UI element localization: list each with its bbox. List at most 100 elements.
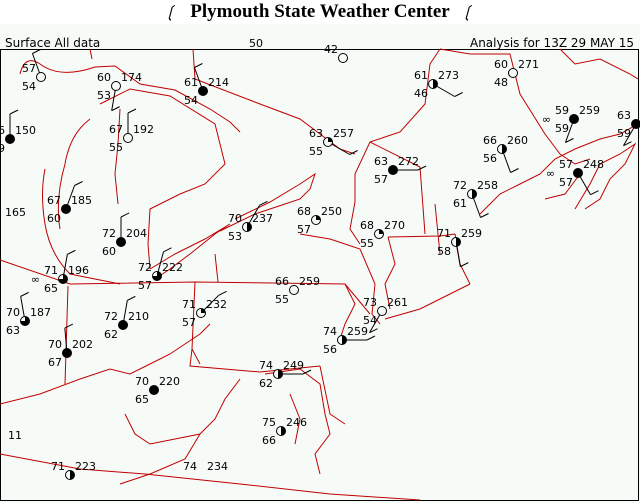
station-plot: 70 63 187 (6, 291, 51, 337)
dewpoint: 54 (184, 94, 198, 107)
temperature: 57 (22, 62, 36, 75)
chesapeake-shore (264, 368, 331, 475)
temperature: 66 (483, 134, 497, 147)
wind-barb-flag (366, 335, 376, 341)
pressure: 174 (121, 71, 142, 84)
dewpoint: 59 (555, 122, 569, 135)
dewpoint: 63 (6, 324, 20, 337)
sky-cover-fill (379, 229, 384, 234)
sky-cover-icon (289, 285, 299, 295)
station-plot: 68 55 270 (360, 219, 405, 250)
dewpoint: 55 (275, 293, 289, 306)
pressure: 260 (507, 134, 528, 147)
station-plot: 165 (5, 206, 26, 219)
wind-barb-flag (74, 181, 83, 186)
wind-barb-flag (20, 291, 29, 297)
wind-barb-flag (120, 212, 130, 218)
pressure: 271 (518, 58, 539, 71)
station-plot: 11 (8, 429, 22, 442)
dewpoint: 48 (494, 76, 508, 89)
station-plot: 70 65 220 (135, 375, 180, 406)
temperature: 74 (323, 325, 337, 338)
temperature: 74 (183, 460, 197, 473)
sky-cover-fill (316, 215, 321, 220)
sky-cover-fill (278, 369, 283, 379)
temperature: 71 (44, 264, 58, 277)
temperature: 71 (51, 460, 65, 473)
dewpoint: 57 (559, 176, 573, 189)
temperature: 67 (47, 194, 61, 207)
dewpoint: 57 (297, 223, 311, 236)
lake-erie-shore (149, 223, 231, 280)
wind-barb-flag (302, 369, 312, 375)
wind-barb-flag (565, 138, 574, 143)
temperature: 66 (275, 275, 289, 288)
temperature: 42 (324, 43, 338, 56)
temperature: 59 (555, 104, 569, 117)
station-plot: 72 61 258 (453, 179, 498, 218)
wind-barb-flag (623, 141, 632, 147)
dewpoint: 57 (374, 173, 388, 186)
pressure: 259 (579, 104, 600, 117)
dewpoint: 61 (453, 197, 467, 210)
pressure: 204 (126, 227, 147, 240)
new-england-borders (384, 166, 471, 320)
dewpoint: 65 (44, 282, 58, 295)
station-plot: 63 57 272 (374, 155, 427, 186)
station-plot: 67 60 185 (47, 181, 92, 225)
dewpoint: 57 (182, 316, 196, 329)
sky-cover-fill (70, 470, 75, 480)
station-plot: 60 48 271 (494, 58, 539, 89)
pressure: 223 (75, 460, 96, 473)
pressure: 165 (5, 206, 26, 219)
lake-ontario-shore (219, 172, 316, 232)
temperature: 57 (559, 158, 573, 171)
pressure: 248 (583, 158, 604, 171)
dewpoint: 66 (262, 434, 276, 447)
station-plot: 61 46 273 (414, 69, 463, 100)
sky-cover-icon (338, 53, 348, 63)
station-plot: 74 62 249 (259, 359, 312, 390)
temperature: 70 (48, 338, 62, 351)
station-plot: 71 58 259 (437, 227, 482, 268)
sky-cover-icon (508, 68, 518, 78)
dewpoint: 54 (22, 80, 36, 93)
pressure: 259 (299, 275, 320, 288)
station-plot: 66 55 259 (275, 275, 320, 306)
station-plot: 67 55 192 (109, 108, 154, 154)
wind-barb-flag (349, 150, 358, 155)
lake-superior-shore (19, 60, 241, 133)
pressure: 196 (68, 264, 89, 277)
dewpoint: 55 (309, 145, 323, 158)
temperature: 70 (228, 212, 242, 225)
pressure: 11 (8, 429, 22, 442)
ohio-river (0, 323, 211, 405)
pressure: 272 (398, 155, 419, 168)
station-plot: 75 66 246 (262, 416, 307, 447)
temperature: 71 (182, 298, 196, 311)
station-plot: 73 54 261 (363, 296, 408, 334)
present-weather: ∞ (546, 167, 555, 180)
temperature: 61 (184, 76, 198, 89)
sky-cover-fill (328, 137, 333, 142)
temperature: 60 (494, 58, 508, 71)
station-plot: 72 57 222 (138, 247, 183, 292)
wind-barb-flag (460, 262, 469, 268)
sky-cover-fill (342, 335, 347, 345)
temperature: 63 (309, 127, 323, 140)
station-plot: 57 57 248 ∞ (546, 158, 604, 196)
sky-cover-fill (152, 271, 162, 281)
dewpoint: 60 (47, 212, 61, 225)
sky-cover-fill (433, 79, 438, 89)
dewpoint: 67 (48, 356, 62, 369)
temperature: 63 (617, 109, 631, 122)
map-frame (0, 49, 639, 501)
wind-barb-flag (590, 190, 599, 196)
station-plot: 71 65 196 ∞ (31, 249, 89, 295)
temperature: 73 (363, 296, 377, 309)
station-plot: 71 223 (51, 460, 96, 480)
wind-barb-flag (510, 168, 519, 173)
maine-quebec-border (349, 48, 591, 245)
